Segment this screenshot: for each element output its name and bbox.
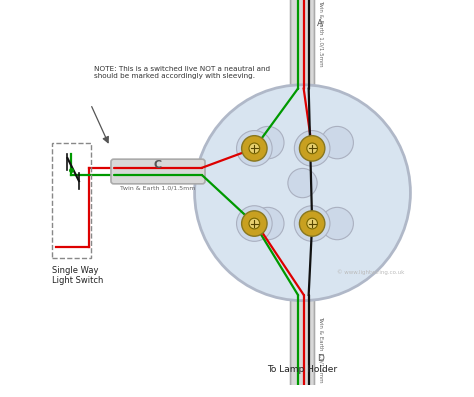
Circle shape <box>300 211 325 236</box>
Circle shape <box>321 207 354 240</box>
Text: A: A <box>317 19 323 28</box>
Text: NOTE: This is a switched live NOT a neautral and
should be marked accordingly wi: NOTE: This is a switched live NOT a neau… <box>94 66 271 79</box>
Circle shape <box>249 143 260 154</box>
Text: D: D <box>317 354 324 363</box>
Text: C: C <box>154 160 162 170</box>
Circle shape <box>252 126 284 159</box>
FancyBboxPatch shape <box>111 159 205 184</box>
Circle shape <box>288 168 317 198</box>
Circle shape <box>249 218 260 229</box>
Circle shape <box>307 143 318 154</box>
Text: Single Way
Light Switch: Single Way Light Switch <box>52 266 103 285</box>
Text: Twin & Earth 1.0/1.5mm: Twin & Earth 1.0/1.5mm <box>120 186 196 191</box>
FancyBboxPatch shape <box>291 0 314 93</box>
Circle shape <box>237 131 272 166</box>
Circle shape <box>307 218 318 229</box>
Circle shape <box>321 126 354 159</box>
Circle shape <box>242 136 267 161</box>
Circle shape <box>237 206 272 241</box>
Circle shape <box>294 131 330 166</box>
Circle shape <box>294 206 330 241</box>
Text: To Lamp Holder: To Lamp Holder <box>267 365 337 374</box>
Text: Twin & Earth 1.0/1.5mm: Twin & Earth 1.0/1.5mm <box>319 316 323 383</box>
Circle shape <box>242 211 267 236</box>
Circle shape <box>300 136 325 161</box>
Circle shape <box>195 85 410 301</box>
FancyBboxPatch shape <box>291 291 314 397</box>
Text: © www.lightwiring.co.uk: © www.lightwiring.co.uk <box>337 269 405 275</box>
Text: Twin & Earth 1.0/1.5mm: Twin & Earth 1.0/1.5mm <box>319 0 323 67</box>
Circle shape <box>252 207 284 240</box>
